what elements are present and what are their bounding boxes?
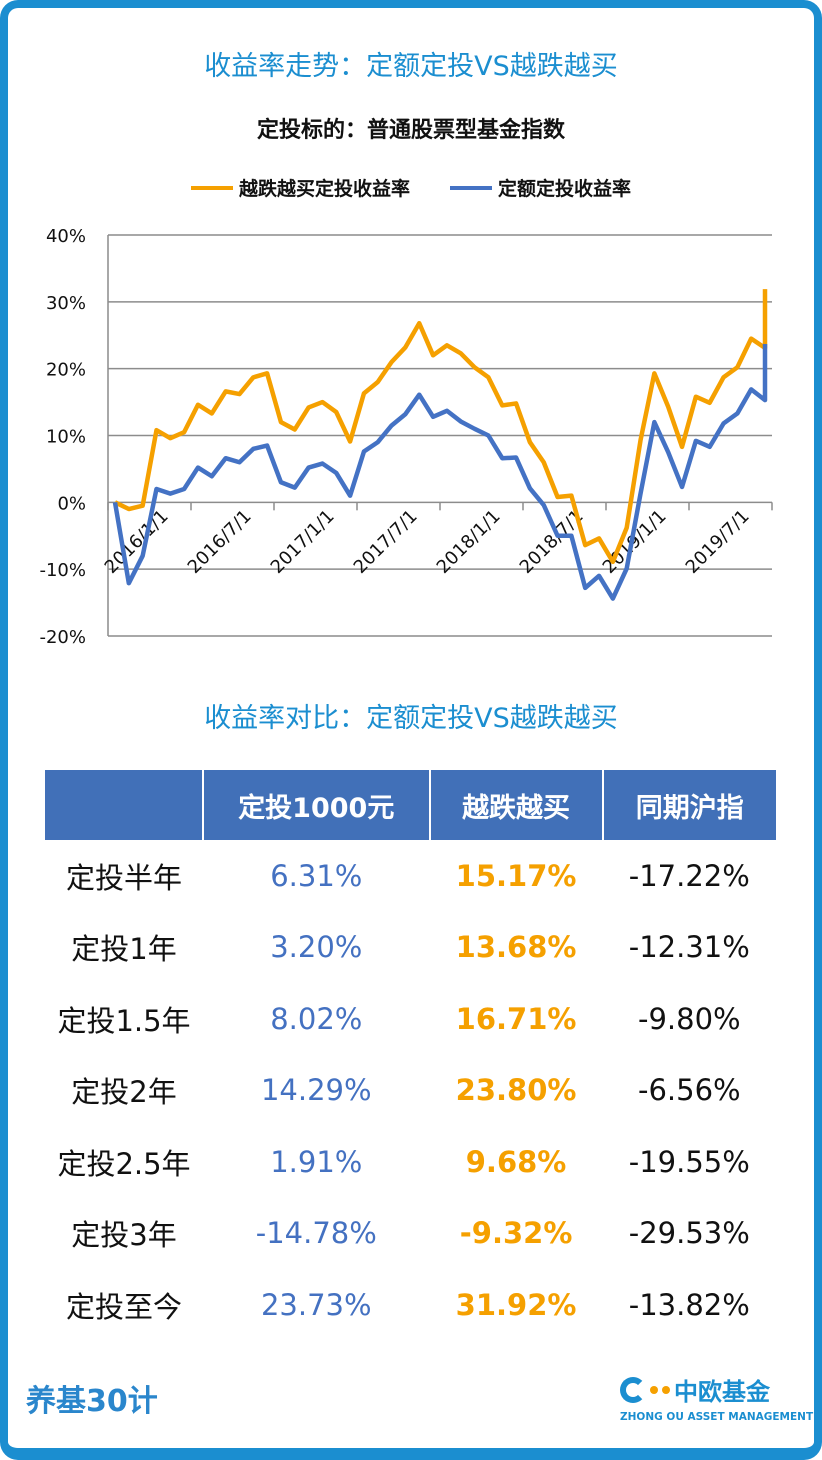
- logo-c-icon: [620, 1376, 646, 1403]
- logo-dot-icon: [662, 1385, 670, 1394]
- chart-title: 收益率走势：定额定投VS越跌越买: [204, 51, 618, 82]
- table-cell: 23.73%: [260, 1287, 372, 1322]
- legend-item-orange: 越跌越买定投收益率: [190, 174, 410, 201]
- legend-item-blue: 定额定投收益率: [450, 174, 631, 201]
- table-row: 定投1年 3.20% 13.68% -12.31%: [45, 912, 776, 984]
- legend-swatch: [190, 185, 233, 190]
- y-tick-label: -20%: [39, 627, 86, 648]
- chart-subtitle: 定投标的：普通股票型基金指数: [256, 118, 565, 143]
- logo-en: ZHONG OU ASSET MANAGEMENT: [620, 1411, 814, 1423]
- legend-label: 定额定投收益率: [498, 178, 632, 200]
- y-tick-label: 40%: [46, 226, 86, 247]
- table-header: 定投1000元 越跌越买 同期沪指: [45, 770, 776, 840]
- line-chart: 40%30%20%10%0%-10%-20%2016/1/1 2016/7/1 20…: [39, 226, 773, 648]
- table-title: 收益率对比：定额定投VS越跌越买: [204, 703, 618, 734]
- table-cell: -6.56%: [637, 1073, 741, 1108]
- table-cell: 定投半年: [65, 860, 182, 895]
- x-tick-label: 2016/7/1: [184, 506, 256, 578]
- table-cell: 定投1.5年: [57, 1003, 191, 1038]
- table-cell: 1.91%: [270, 1144, 363, 1179]
- table-cell: 8.02%: [270, 1001, 363, 1036]
- table-cell: 定投至今: [65, 1289, 182, 1324]
- table-row: 定投2年 14.29% 23.80% -6.56%: [45, 1055, 776, 1127]
- y-tick-label: -10%: [39, 560, 86, 581]
- table-cell: 23.80%: [455, 1073, 577, 1108]
- header-cell: 同期沪指: [601, 770, 776, 840]
- table-cell: 15.17%: [455, 858, 577, 893]
- table-row: 定投至今 23.73% 31.92% -13.82%: [45, 1269, 776, 1341]
- table-cell: -17.22%: [628, 858, 750, 893]
- legend: 越跌越买定投收益率 定额定投收益率: [0, 174, 822, 201]
- table-cell: -14.78%: [255, 1216, 377, 1251]
- table-cell: 定投1年: [71, 932, 177, 967]
- header-cell: 越跌越买: [428, 770, 603, 840]
- logo-cn: 中欧基金: [674, 1378, 770, 1406]
- x-tick-label: 2017/7/1: [350, 506, 422, 578]
- x-tick-label: 2018/1/1: [433, 506, 505, 578]
- table-row: 定投1.5年 8.02% 16.71% -9.80%: [45, 983, 776, 1055]
- table-cell: 9.68%: [465, 1144, 567, 1179]
- header-cell: 定投1000元: [202, 770, 430, 840]
- table-cell: 定投3年: [71, 1218, 177, 1253]
- yangji-logo: 养基30计: [26, 1376, 158, 1420]
- table-cell: 16.71%: [455, 1001, 577, 1036]
- table-cell: 31.92%: [455, 1287, 577, 1322]
- table-cell: -13.82%: [628, 1287, 750, 1322]
- legend-swatch: [450, 185, 492, 190]
- table-cell: 13.68%: [455, 930, 577, 965]
- y-tick-label: 10%: [46, 427, 86, 448]
- table-row: 定投2.5年 1.91% 9.68% -19.55%: [45, 1126, 776, 1198]
- table-cell: 6.31%: [270, 858, 363, 893]
- y-tick-label: 30%: [46, 293, 86, 314]
- table-cell: -12.31%: [628, 930, 750, 965]
- table-cell: 3.20%: [270, 930, 363, 965]
- table-row: 定投半年 6.31% 15.17% -17.22%: [45, 840, 776, 912]
- x-tick-label: 2017/1/1: [267, 506, 339, 578]
- y-tick-label: 20%: [46, 360, 86, 381]
- logo-text: 养基30计: [26, 1384, 158, 1419]
- logo-dot-icon: [650, 1385, 658, 1394]
- table-cell: -9.80%: [637, 1001, 741, 1036]
- table-cell: 定投2年: [71, 1075, 177, 1110]
- table-cell: -29.53%: [628, 1216, 750, 1251]
- legend-label: 越跌越买定投收益率: [238, 178, 410, 200]
- table-row: 定投3年 -14.78% -9.32% -29.53%: [45, 1198, 776, 1270]
- table-cell: -9.32%: [459, 1216, 573, 1251]
- comparison-table: 定投1000元 越跌越买 同期沪指 定投半年 6.31% 15.17% -17.22%…: [45, 770, 776, 1341]
- x-tick-label: 2019/7/1: [682, 506, 754, 578]
- table-cell: 14.29%: [260, 1073, 372, 1108]
- table-cell: -19.55%: [628, 1144, 750, 1179]
- y-tick-label: 0%: [57, 493, 86, 514]
- zhongou-logo: 中欧基金 ZHONG OU ASSET MANAGEMENT: [620, 1372, 813, 1423]
- header-cell: [45, 770, 203, 840]
- table-cell: 定投2.5年: [57, 1146, 191, 1181]
